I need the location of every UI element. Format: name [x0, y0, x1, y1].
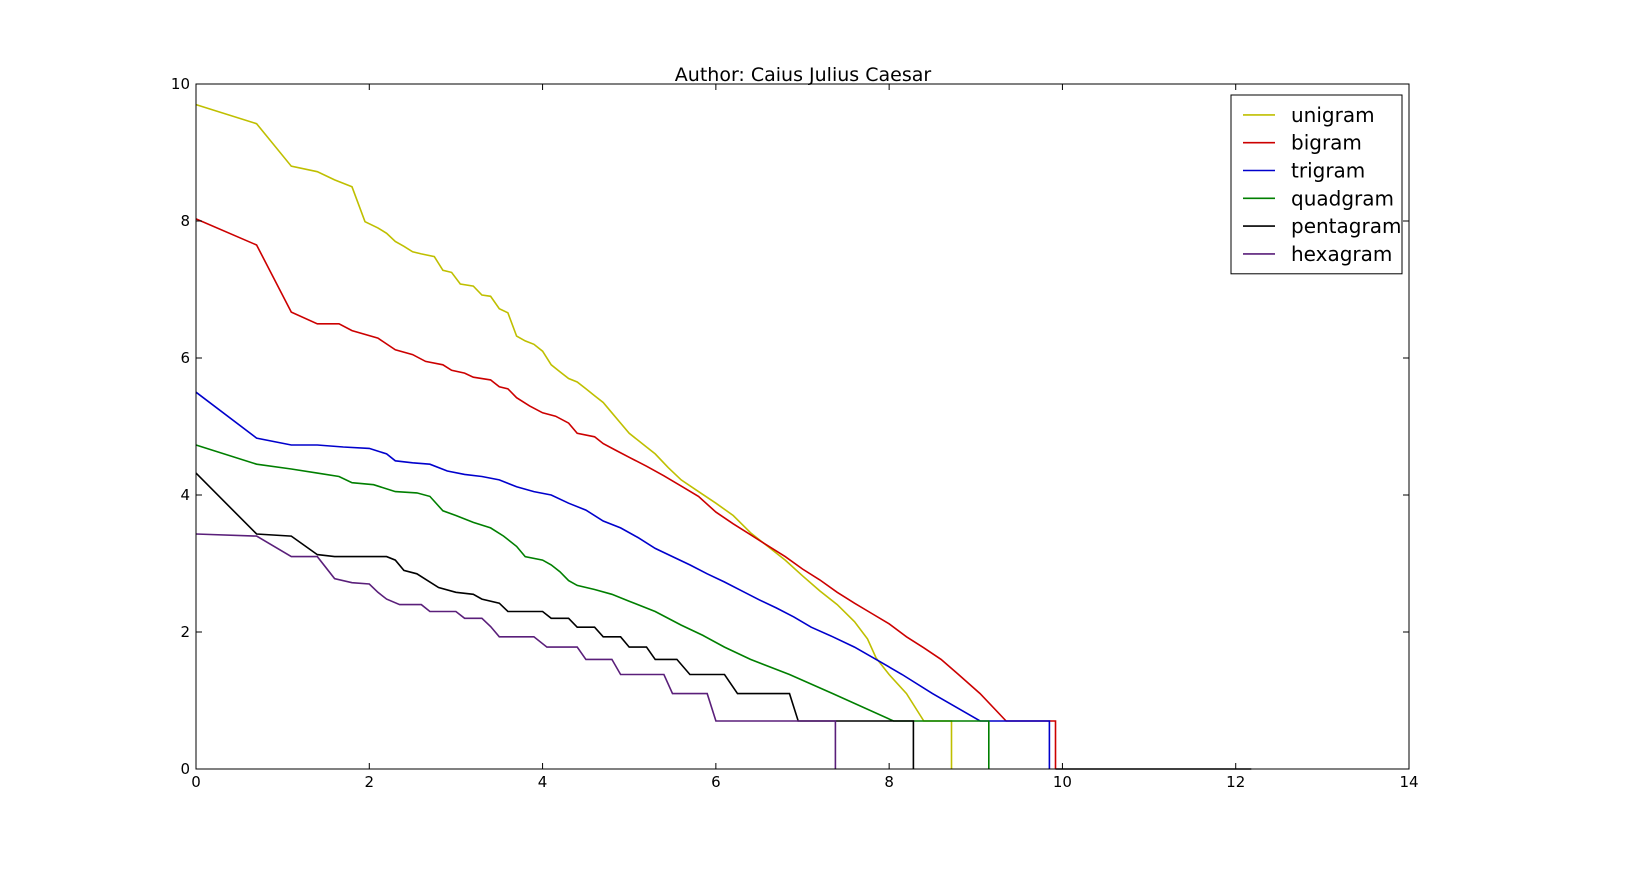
- x-tick-label: 10: [1053, 773, 1072, 791]
- series-line-quadgram: [195, 444, 990, 769]
- x-tick-label: 12: [1226, 773, 1245, 791]
- legend-label-quadgram: quadgram: [1291, 186, 1394, 210]
- y-tick-label: 2: [180, 623, 190, 641]
- x-tick-label: 14: [1399, 773, 1418, 791]
- series-line-hexagram: [195, 533, 837, 769]
- series-layer: [195, 103, 1252, 770]
- x-tick-label: 0: [191, 773, 201, 791]
- chart-title: Author: Caius Julius Caesar: [675, 64, 932, 86]
- legend-label-bigram: bigram: [1291, 131, 1362, 155]
- series-line-trigram: [195, 391, 1051, 769]
- x-tick-label: 6: [711, 773, 721, 791]
- x-tick-label: 2: [365, 773, 375, 791]
- y-tick-label: 0: [180, 760, 190, 778]
- series-line-bigram: [195, 218, 1057, 769]
- legend-label-hexagram: hexagram: [1291, 242, 1392, 266]
- legend-label-pentagram: pentagram: [1291, 214, 1401, 238]
- y-tick-label: 6: [180, 349, 190, 367]
- x-tick-label: 8: [884, 773, 894, 791]
- series-line-unigram: [195, 103, 953, 769]
- series-line-pentagram: [195, 472, 915, 769]
- legend-label-unigram: unigram: [1291, 103, 1375, 127]
- plot-frame: [195, 83, 1410, 770]
- y-tick-label: 4: [180, 486, 190, 504]
- y-tick-label: 10: [171, 75, 190, 93]
- x-tick-label: 4: [538, 773, 548, 791]
- legend: unigram bigram trigram quadgram pentagram hex…: [1230, 94, 1403, 275]
- legend-box: [1230, 94, 1403, 275]
- y-tick-label: 8: [180, 212, 190, 230]
- ticks-layer: 0 2 4 6 8 10 12 14 0 2 4 6 8 10: [171, 75, 1419, 791]
- legend-label-trigram: trigram: [1291, 159, 1365, 183]
